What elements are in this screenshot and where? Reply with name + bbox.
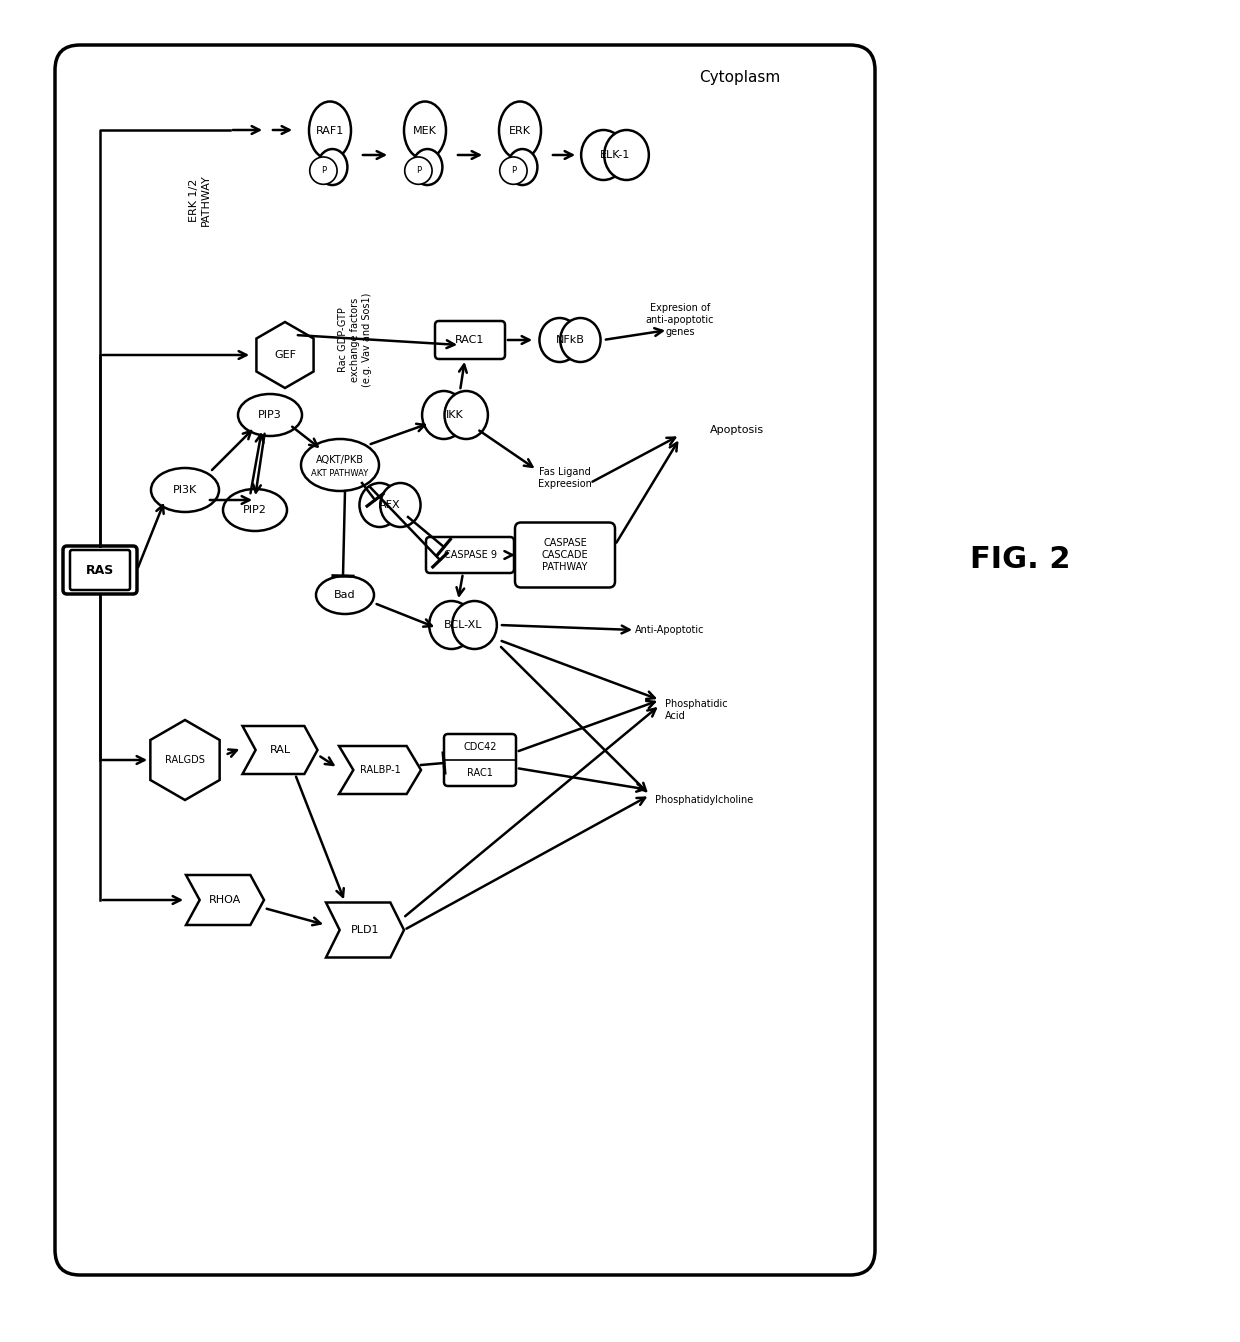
FancyBboxPatch shape xyxy=(444,734,516,786)
Polygon shape xyxy=(326,903,404,957)
Text: PI3K: PI3K xyxy=(172,484,197,495)
Polygon shape xyxy=(186,875,264,925)
Circle shape xyxy=(310,157,337,184)
Text: RAS: RAS xyxy=(86,564,114,577)
Text: RHOA: RHOA xyxy=(208,895,241,905)
Text: CASPASE 9: CASPASE 9 xyxy=(444,550,496,560)
Ellipse shape xyxy=(539,318,580,362)
Ellipse shape xyxy=(560,318,600,362)
Text: GEF: GEF xyxy=(274,350,296,360)
Text: RAF1: RAF1 xyxy=(316,126,345,136)
Text: FIG. 2: FIG. 2 xyxy=(970,545,1070,574)
Text: AFX: AFX xyxy=(379,501,401,510)
Ellipse shape xyxy=(582,130,626,180)
Ellipse shape xyxy=(604,130,649,180)
Ellipse shape xyxy=(316,576,374,615)
Text: RALGDS: RALGDS xyxy=(165,756,205,765)
Text: RALBP-1: RALBP-1 xyxy=(360,765,401,774)
Ellipse shape xyxy=(413,149,443,185)
Text: P: P xyxy=(415,166,420,176)
Text: ERK: ERK xyxy=(508,126,531,136)
Polygon shape xyxy=(243,726,317,774)
Text: AKT PATHWAY: AKT PATHWAY xyxy=(311,468,368,478)
Text: Apoptosis: Apoptosis xyxy=(711,425,764,435)
Text: Fas Ligand
Expreesion: Fas Ligand Expreesion xyxy=(538,467,591,488)
Text: Anti-Apoptotic: Anti-Apoptotic xyxy=(635,625,704,635)
Ellipse shape xyxy=(151,468,219,513)
Ellipse shape xyxy=(429,601,474,650)
Text: ELK-1: ELK-1 xyxy=(600,150,630,160)
Text: P: P xyxy=(511,166,516,176)
Ellipse shape xyxy=(317,149,347,185)
Text: P: P xyxy=(321,166,326,176)
Text: MEK: MEK xyxy=(413,126,436,136)
Circle shape xyxy=(500,157,527,184)
Text: IKK: IKK xyxy=(446,411,464,420)
Text: RAL: RAL xyxy=(269,745,290,756)
Ellipse shape xyxy=(453,601,497,650)
Text: AQKT/PKB: AQKT/PKB xyxy=(316,455,365,464)
Ellipse shape xyxy=(360,483,399,527)
Ellipse shape xyxy=(223,488,286,531)
Circle shape xyxy=(404,157,432,184)
Text: NFkB: NFkB xyxy=(556,336,584,345)
Ellipse shape xyxy=(422,391,465,439)
Ellipse shape xyxy=(301,439,379,491)
FancyBboxPatch shape xyxy=(55,46,875,1275)
FancyBboxPatch shape xyxy=(435,321,505,360)
FancyBboxPatch shape xyxy=(515,522,615,588)
Text: CDC42: CDC42 xyxy=(464,742,497,752)
Text: Expresion of
anti-apoptotic
genes: Expresion of anti-apoptotic genes xyxy=(646,303,714,337)
Ellipse shape xyxy=(404,102,446,160)
Text: PIP2: PIP2 xyxy=(243,505,267,515)
Text: PLD1: PLD1 xyxy=(351,925,379,935)
FancyBboxPatch shape xyxy=(427,537,515,573)
Ellipse shape xyxy=(507,149,537,185)
Polygon shape xyxy=(339,746,422,794)
Text: RAC1: RAC1 xyxy=(455,336,485,345)
Text: Rac GDP-GTP
exchange factors
(e.g. Vav and Sos1): Rac GDP-GTP exchange factors (e.g. Vav a… xyxy=(339,293,372,388)
FancyBboxPatch shape xyxy=(63,546,136,595)
Polygon shape xyxy=(257,322,314,388)
Text: Cytoplasm: Cytoplasm xyxy=(699,70,780,85)
Text: Phosphatidic
Acid: Phosphatidic Acid xyxy=(665,699,728,721)
Polygon shape xyxy=(150,721,219,800)
Ellipse shape xyxy=(381,483,420,527)
Ellipse shape xyxy=(498,102,541,160)
Text: Phosphatidylcholine: Phosphatidylcholine xyxy=(655,794,753,805)
Ellipse shape xyxy=(309,102,351,160)
Text: ERK 1/2
PATHWAY: ERK 1/2 PATHWAY xyxy=(190,174,211,225)
FancyBboxPatch shape xyxy=(69,550,130,590)
Text: BCL-XL: BCL-XL xyxy=(444,620,482,629)
Text: RAC1: RAC1 xyxy=(467,768,494,778)
Text: CASPASE
CASCADE
PATHWAY: CASPASE CASCADE PATHWAY xyxy=(542,538,588,572)
Text: Bad: Bad xyxy=(335,590,356,600)
Text: PIP3: PIP3 xyxy=(258,411,281,420)
Ellipse shape xyxy=(444,391,487,439)
Ellipse shape xyxy=(238,395,303,436)
